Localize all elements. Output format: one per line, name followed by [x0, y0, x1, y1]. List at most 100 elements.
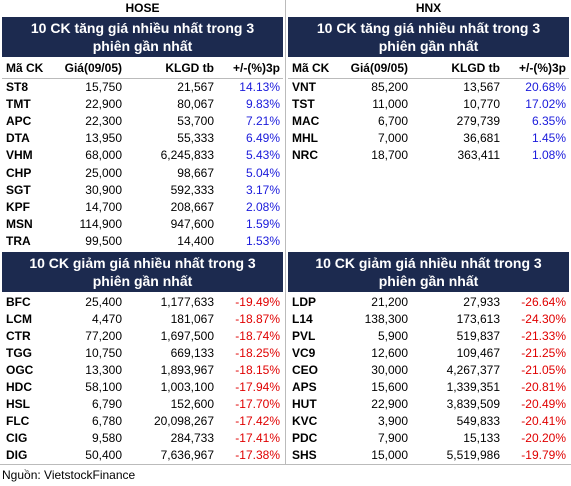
cell: 14,400 [177, 233, 214, 248]
ticker: TST [292, 97, 315, 112]
cell: 3,900 [377, 414, 408, 428]
column-header: Mã CK [292, 61, 330, 75]
cell: 1,003,100 [160, 380, 214, 394]
exchange-name: HOSE [125, 1, 160, 15]
cell: 15,133 [463, 431, 500, 445]
change-percent: 14.13% [239, 80, 280, 94]
section-header [2, 252, 283, 292]
cell: 1,893,967 [160, 363, 214, 377]
change-percent: -18.25% [235, 346, 280, 360]
change-percent: 1.59% [245, 216, 280, 231]
ticker: OGC [6, 363, 34, 377]
section-header [288, 252, 569, 292]
cell: 1,697,500 [160, 329, 214, 343]
change-percent: -20.20% [521, 431, 566, 445]
cell: 6,700 [377, 114, 408, 129]
change-percent: -17.94% [235, 380, 280, 394]
cell: 519,837 [456, 329, 500, 343]
cell: 30,900 [85, 182, 122, 197]
cell: 36,681 [463, 131, 500, 146]
column-header: +/-(%)3p [232, 61, 280, 75]
cell: 85,200 [371, 80, 408, 94]
cell: 279,739 [456, 114, 500, 129]
cell: 15,000 [371, 448, 408, 462]
ticker: DIG [6, 448, 28, 462]
exchange-name: HNX [415, 1, 442, 15]
change-percent: -20.81% [521, 380, 566, 394]
change-percent: 5.04% [245, 165, 280, 180]
cell: 181,067 [170, 312, 214, 326]
cell: 50,400 [85, 448, 122, 462]
ticker: CIG [6, 431, 28, 445]
cell: 58,100 [85, 380, 122, 394]
change-percent: 1.45% [531, 131, 566, 146]
ticker: DTA [6, 131, 30, 146]
change-percent: -21.25% [521, 346, 566, 360]
change-percent: 5.43% [245, 148, 280, 163]
column-header: Mã CK [6, 61, 44, 75]
cell: 22,900 [85, 97, 122, 112]
cell: 80,067 [177, 97, 214, 112]
section-title: 10 CK giảm giá nhiều nhất trong 3 phiên … [315, 255, 542, 289]
change-percent: -17.70% [235, 397, 280, 411]
cell: 173,613 [456, 312, 500, 326]
cell: 7,900 [377, 431, 408, 445]
change-percent: -24.30% [521, 312, 566, 326]
ticker: CEO [292, 363, 319, 377]
change-percent: -19.49% [235, 295, 280, 309]
cell: 1,177,633 [160, 295, 214, 309]
change-percent: -17.38% [235, 448, 280, 462]
cell: 68,000 [85, 148, 122, 163]
cell: 947,600 [170, 216, 214, 231]
cell: 27,933 [463, 295, 500, 309]
ticker: APS [292, 380, 317, 394]
column-header: KLGD tb [451, 61, 500, 75]
column-header: +/-(%)3p [518, 61, 566, 75]
cell: 138,300 [364, 312, 408, 326]
ticker: LDP [292, 295, 316, 309]
ticker: TGG [6, 346, 32, 360]
cell: 20,098,267 [153, 414, 214, 428]
cell: 21,567 [177, 80, 214, 94]
ticker: HUT [292, 397, 317, 411]
ticker: ST8 [6, 80, 29, 94]
ticker: VHM [6, 148, 33, 163]
cell: 109,467 [456, 346, 500, 360]
change-percent: -20.41% [521, 414, 566, 428]
section-title: 10 CK tăng giá nhiều nhất trong 3 phiên … [30, 20, 255, 54]
divider [0, 464, 571, 465]
change-percent: 6.35% [531, 114, 566, 129]
cell: 5,900 [377, 329, 408, 343]
change-percent: 6.49% [245, 131, 280, 146]
change-percent: -17.41% [235, 431, 280, 445]
cell: 114,900 [79, 216, 123, 231]
ticker: SGT [6, 182, 31, 197]
cell: 363,411 [457, 148, 501, 163]
cell: 7,636,967 [160, 448, 214, 462]
ticker: CHP [6, 165, 32, 180]
cell: 15,750 [85, 80, 122, 94]
change-percent: 1.08% [531, 148, 566, 163]
change-percent: -18.15% [235, 363, 280, 377]
column-header: Giá(09/05) [64, 61, 122, 75]
section-header [288, 17, 569, 57]
cell: 669,133 [170, 346, 214, 360]
ticker: HSL [6, 397, 30, 411]
change-percent: -20.49% [521, 397, 566, 411]
change-percent: -17.42% [235, 414, 280, 428]
cell: 15,600 [371, 380, 408, 394]
change-percent: 7.21% [245, 114, 280, 129]
change-percent: -18.74% [235, 329, 280, 343]
change-percent: -18.87% [235, 312, 280, 326]
cell: 22,900 [371, 397, 408, 411]
divider [288, 78, 569, 79]
ticker: BFC [6, 295, 31, 309]
cell: 4,267,377 [446, 363, 500, 377]
column-header: KLGD tb [165, 61, 214, 75]
ticker: KVC [292, 414, 318, 428]
cell: 25,000 [85, 165, 122, 180]
ticker: CTR [6, 329, 31, 343]
cell: 9,580 [91, 431, 122, 445]
cell: 11,000 [372, 97, 408, 112]
